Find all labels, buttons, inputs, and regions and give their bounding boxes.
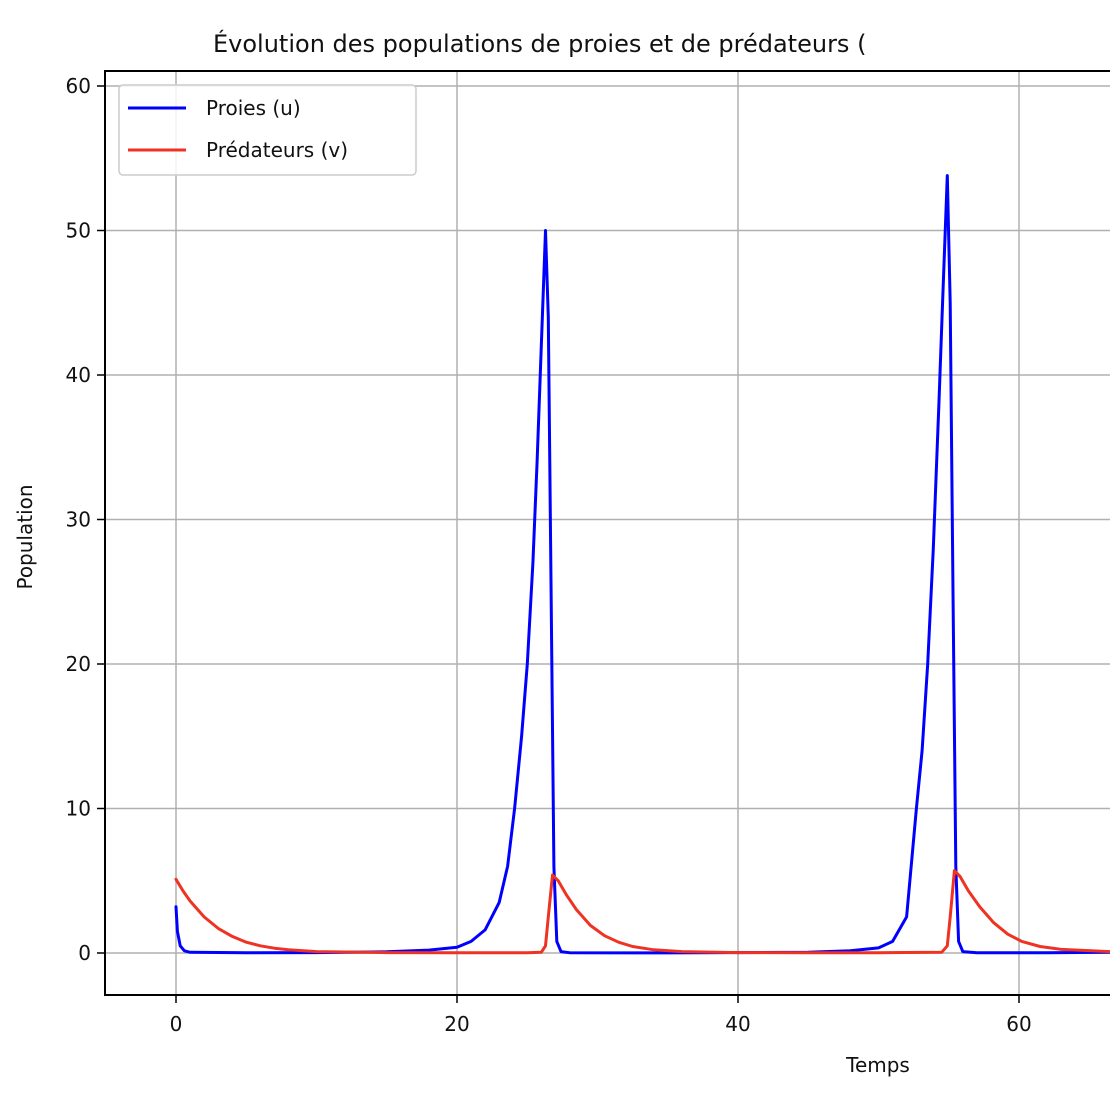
- y-tick-label: 10: [66, 797, 91, 821]
- x-tick-label: 0: [170, 1012, 183, 1036]
- grid-lines: [105, 71, 1110, 995]
- y-tick-label: 20: [66, 652, 91, 676]
- legend-label-predator: Prédateurs (v): [206, 138, 348, 162]
- chart-title: Évolution des populations de proies et d…: [213, 29, 866, 58]
- x-axis-ticks: 0 20 40 60: [170, 995, 1032, 1036]
- prey-series-line: [174, 174, 1110, 955]
- legend-label-prey: Proies (u): [206, 96, 301, 120]
- plot-series: [174, 174, 1110, 955]
- y-tick-label: 50: [66, 219, 91, 243]
- y-tick-label: 30: [66, 508, 91, 532]
- y-axis-label: Population: [13, 484, 37, 589]
- y-tick-label: 60: [66, 74, 91, 98]
- x-tick-label: 60: [1006, 1012, 1031, 1036]
- axes-frame: [104, 70, 1110, 996]
- x-tick-label: 20: [444, 1012, 469, 1036]
- y-tick-label: 40: [66, 363, 91, 387]
- predator-series-line: [174, 869, 1110, 955]
- x-axis-label: Temps: [845, 1053, 910, 1077]
- legend: Proies (u) Prédateurs (v): [118, 84, 417, 176]
- legend-box: [118, 84, 417, 176]
- y-tick-label: 0: [78, 941, 91, 965]
- x-tick-label: 40: [725, 1012, 750, 1036]
- y-axis-ticks: 0 10 20 30 40 50 60: [66, 74, 105, 965]
